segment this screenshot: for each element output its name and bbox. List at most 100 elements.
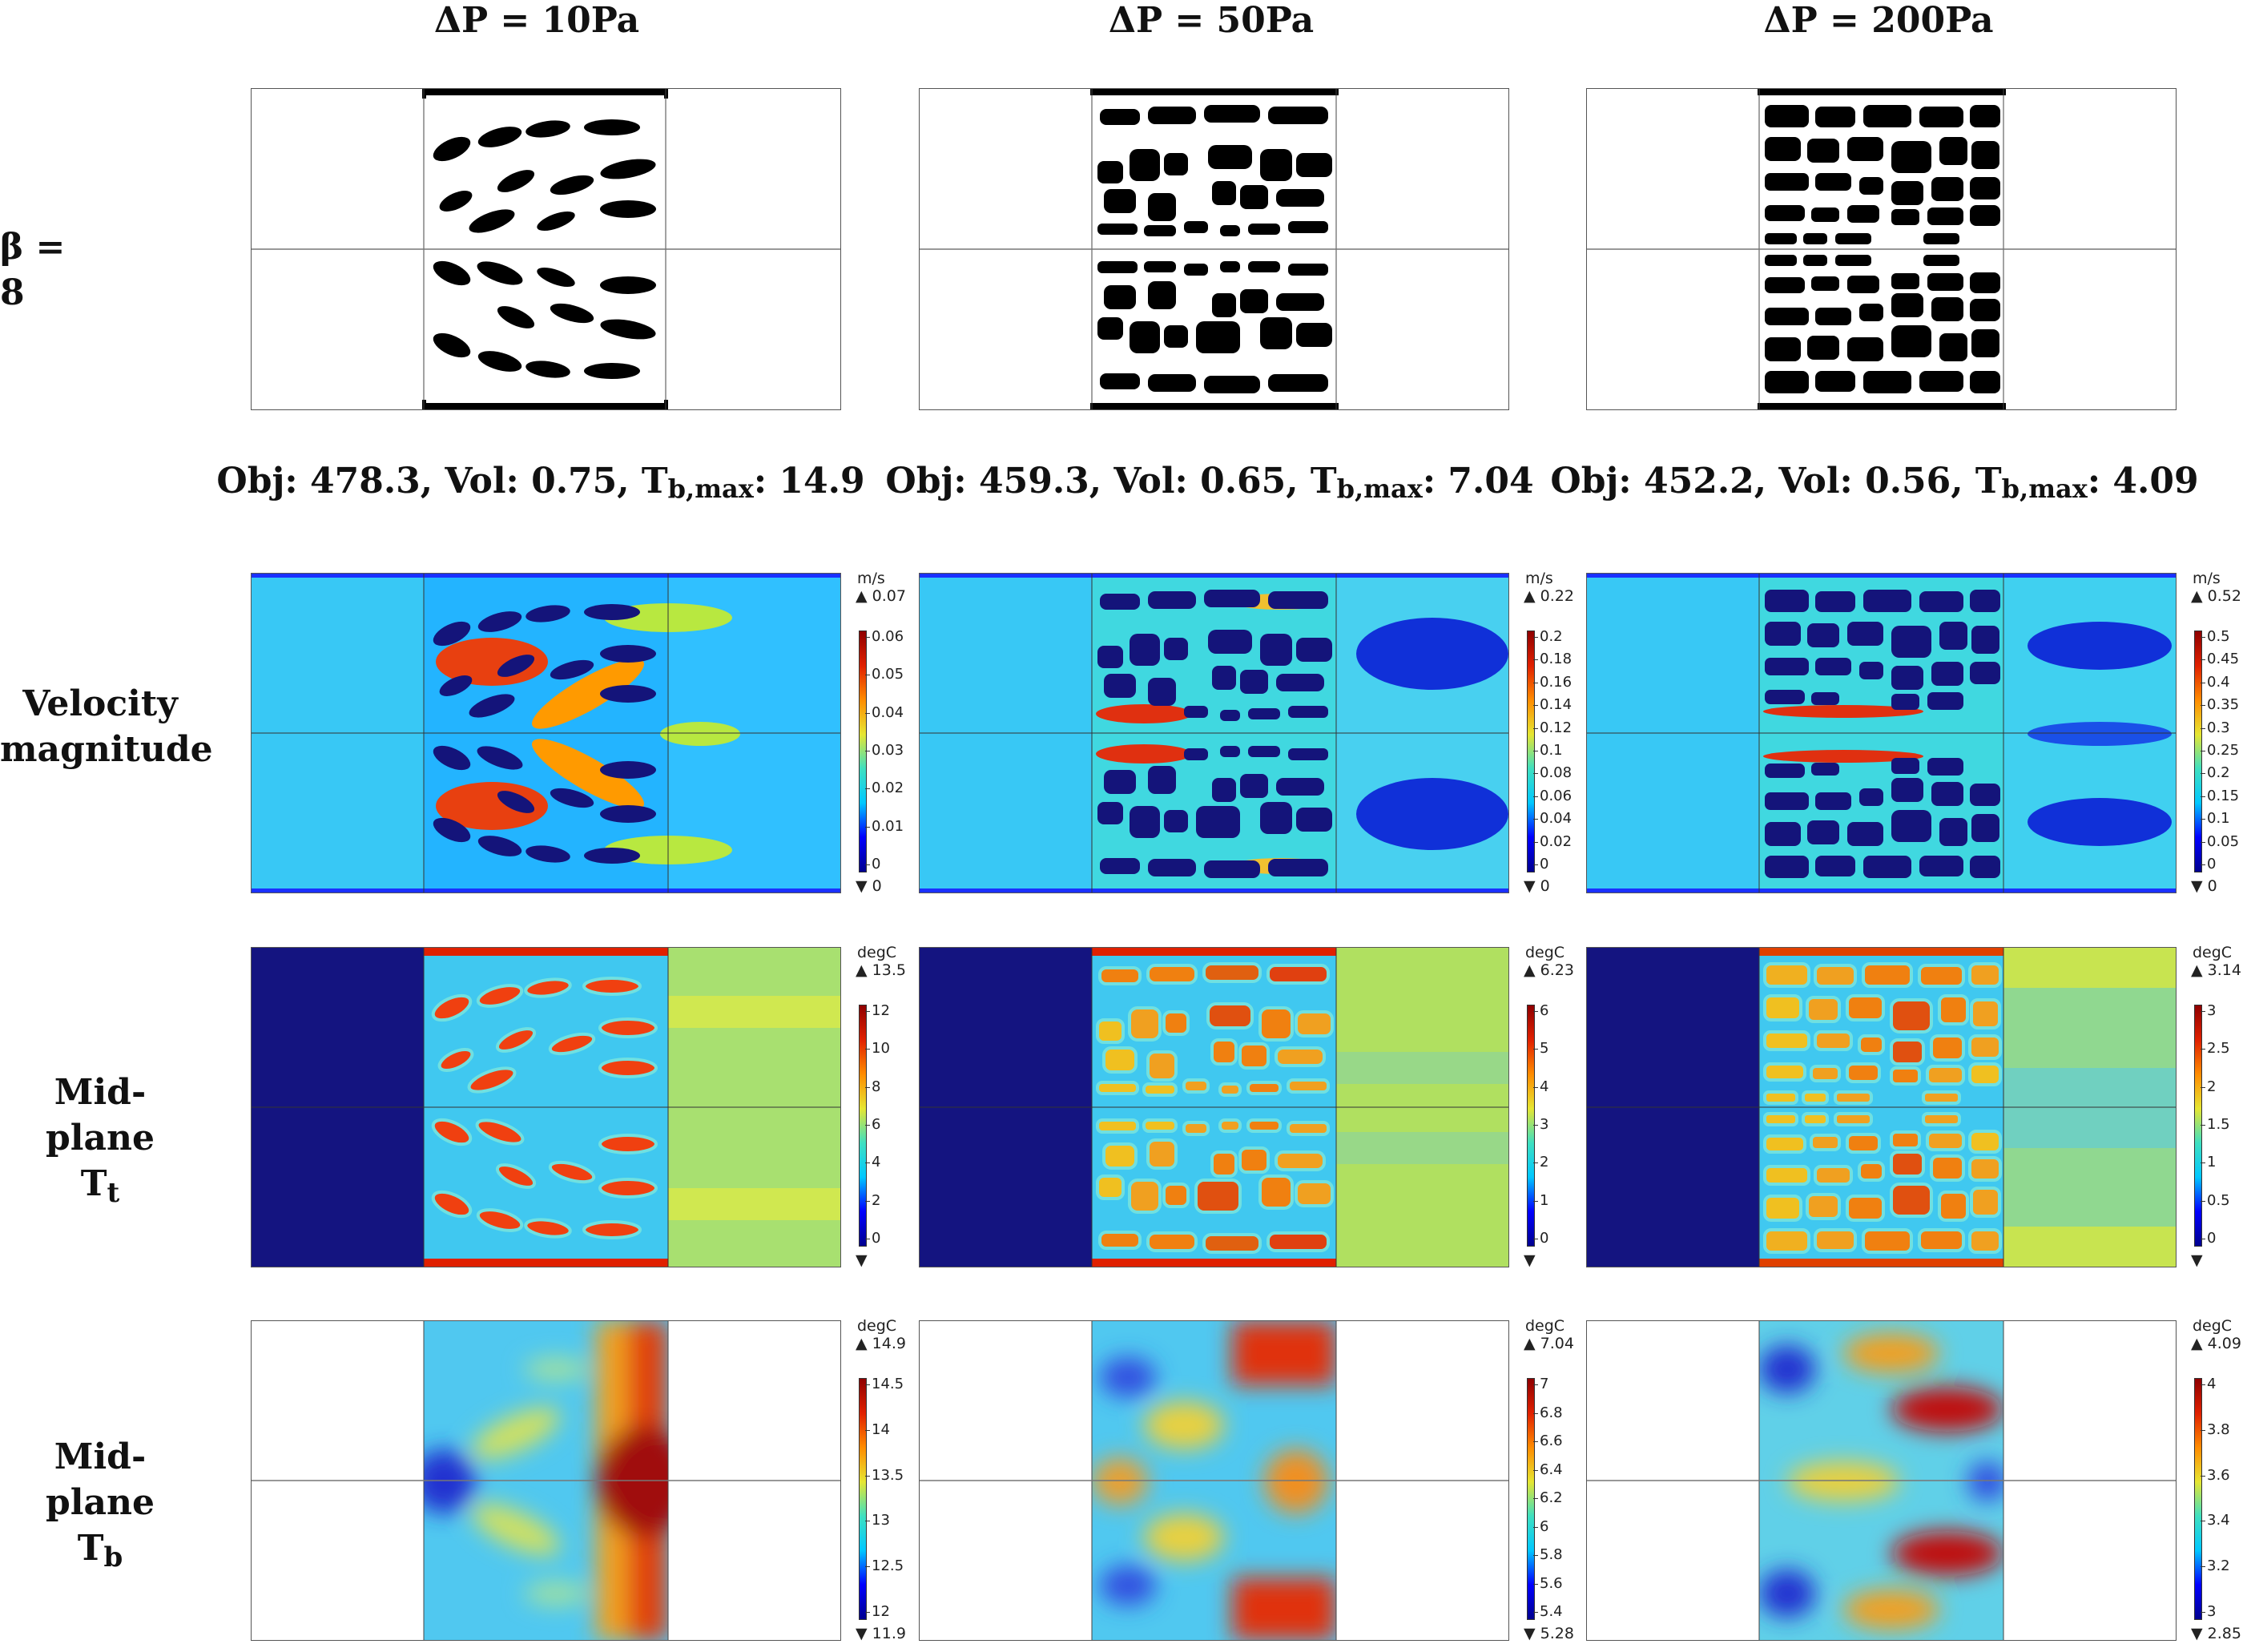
colorbar-gradient-velocity-0 [859, 631, 867, 872]
colorbar-tick-label: 1 [2207, 1154, 2217, 1171]
colorbar-min-tt-1: ▼ [1524, 1251, 1536, 1269]
colorbar-tick-label: 0 [1540, 856, 1549, 872]
colorbar-tick-label: 0.05 [2207, 832, 2240, 850]
colorbar-tick-mark [1533, 1583, 1538, 1585]
colorbar-tick-mark [1533, 1526, 1538, 1528]
colorbar-tick-label: 0.02 [872, 780, 904, 797]
colorbar-unit-tb-1: degC [1525, 1317, 1565, 1335]
colorbar-tick-label: 0.3 [2207, 719, 2230, 736]
colorbar-tick-mark [865, 1475, 870, 1477]
colorbar-tick-label: 10 [872, 1040, 890, 1058]
colorbar-tick-label: 12 [872, 1002, 890, 1019]
colorbar-unit-tt-0: degC [857, 944, 897, 961]
metric-line-200pa: Obj: 452.2, Vol: 0.56, Tb,max: 4.09 [1550, 461, 2199, 504]
colorbar-tick-label: 2 [872, 1191, 881, 1209]
tb-panel-10pa [251, 1320, 841, 1641]
colorbar-tick-label: 3.2 [2207, 1557, 2230, 1575]
colorbar-tick-mark [1533, 727, 1538, 729]
colorbar-tick-label: 0 [2207, 856, 2217, 872]
colorbar-tick-mark [1533, 864, 1538, 865]
colorbar-tick-label: 0.08 [1540, 764, 1573, 782]
colorbar-tick-label: 5 [1540, 1040, 1549, 1058]
velocity-panel-50pa [919, 573, 1509, 893]
colorbar-tick-mark [1533, 1441, 1538, 1442]
colorbar-gradient-tt-2 [2194, 1005, 2202, 1247]
topology-panel-50pa [919, 88, 1509, 410]
colorbar-tick-label: 13 [872, 1512, 890, 1529]
tt-panel-10pa [251, 947, 841, 1267]
row-label-velocity-line1: Velocity [22, 683, 178, 724]
colorbar-tick-mark [1533, 1200, 1538, 1202]
colorbar-tick-mark [2201, 1612, 2205, 1613]
colorbar-unit-tb-0: degC [857, 1317, 897, 1335]
row-label-tt-line2: Tt [80, 1163, 120, 1210]
colorbar-tick-label: 0.5 [2207, 1191, 2230, 1209]
colorbar-tick-label: 0.25 [2207, 742, 2240, 759]
colorbar-tick-mark [1533, 1125, 1538, 1126]
colorbar-tick-mark [2201, 637, 2205, 638]
colorbar-max-velocity-1: ▲ 0.22 [1524, 587, 1574, 605]
colorbar-tick-label: 2.5 [2207, 1040, 2230, 1058]
tb-panel-50pa [919, 1320, 1509, 1641]
colorbar-min-tb-2: ▼ 2.85 [2191, 1625, 2241, 1642]
colorbar-gradient-tb-2 [2194, 1378, 2202, 1620]
row-label-velocity: Velocity magnitude [0, 681, 213, 772]
colorbar-tick-mark [1533, 1049, 1538, 1050]
colorbar-tick-label: 4 [872, 1154, 881, 1171]
colorbar-unit-tb-2: degC [2193, 1317, 2233, 1335]
colorbar-max-velocity-0: ▲ 0.07 [856, 587, 906, 605]
colorbar-min-velocity-0: ▼ 0 [856, 877, 882, 895]
colorbar-tick-mark [2201, 796, 2205, 797]
colorbar-tick-mark [2201, 1475, 2205, 1477]
colorbar-tick-label: 2 [1540, 1154, 1549, 1171]
row-label-beta: β = 8 [0, 227, 66, 314]
colorbar-tick-mark [2201, 819, 2205, 820]
colorbar-tick-label: 0.16 [1540, 673, 1573, 691]
colorbar-tick-label: 0.2 [2207, 764, 2230, 782]
colorbar-tick-mark [1533, 1498, 1538, 1499]
colorbar-tick-mark [2201, 864, 2205, 865]
colorbar-unit-tt-1: degC [1525, 944, 1565, 961]
colorbar-tick-mark [865, 637, 870, 638]
colorbar-tick-mark [865, 826, 870, 828]
colorbar-min-tt-2: ▼ [2191, 1251, 2203, 1269]
colorbar-tick-mark [2201, 1429, 2205, 1431]
tt-panel-50pa [919, 947, 1509, 1267]
row-label-tt: Mid-plane Tt [0, 1070, 200, 1211]
colorbar-tick-label: 0.03 [872, 742, 904, 759]
row-label-velocity-line2: magnitude [0, 729, 213, 771]
colorbar-tick-label: 3.4 [2207, 1512, 2230, 1529]
colorbar-tick-label: 0.5 [2207, 628, 2230, 645]
colorbar-gradient-velocity-2 [2194, 631, 2202, 872]
colorbar-tick-label: 0.01 [872, 817, 904, 835]
colorbar-tick-label: 12 [872, 1603, 890, 1620]
colorbar-tick-label: 4 [2207, 1376, 2217, 1392]
colorbar-tick-mark [1533, 1162, 1538, 1164]
colorbar-tick-label: 0.12 [1540, 719, 1573, 736]
colorbar-tick-mark [1533, 796, 1538, 797]
metric-line-10pa: Obj: 478.3, Vol: 0.75, Tb,max: 14.9 [216, 461, 865, 504]
colorbar-tick-label: 7 [1540, 1376, 1549, 1392]
colorbar-tick-mark [1533, 819, 1538, 820]
colorbar-gradient-tb-1 [1527, 1378, 1535, 1620]
colorbar-max-tt-0: ▲ 13.5 [856, 961, 906, 979]
colorbar-tick-mark [865, 1125, 870, 1126]
solid-islands [433, 119, 656, 379]
topology-panel-200pa [1586, 88, 2177, 410]
colorbar-tick-label: 8 [872, 1078, 881, 1095]
colorbar-max-tb-2: ▲ 4.09 [2191, 1335, 2241, 1352]
colorbar-tick-label: 6 [1540, 1002, 1549, 1019]
metric-line-50pa: Obj: 459.3, Vol: 0.65, Tb,max: 7.04 [885, 461, 1534, 504]
colorbar-tick-label: 0.04 [1540, 810, 1573, 828]
colorbar-tick-mark [865, 1049, 870, 1050]
colorbar-min-tb-0: ▼ 11.9 [856, 1625, 906, 1642]
colorbar-tick-mark [2201, 1200, 2205, 1202]
solid-islands [1765, 105, 2000, 393]
colorbar-tick-label: 0.04 [872, 703, 904, 721]
row-label-tb: Mid-plane Tb [0, 1434, 200, 1576]
colorbar-tick-label: 0 [2207, 1230, 2217, 1247]
colorbar-tick-mark [2201, 1125, 2205, 1126]
colorbar-tick-mark [2201, 1162, 2205, 1164]
colorbar-tick-mark [1533, 1469, 1538, 1471]
colorbar-tick-label: 0.05 [872, 666, 904, 683]
